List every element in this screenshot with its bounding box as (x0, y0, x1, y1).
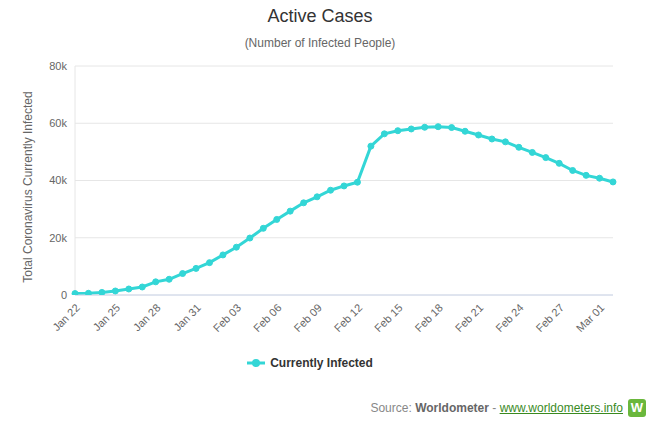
svg-text:Feb 27: Feb 27 (533, 301, 566, 334)
svg-text:Jan 22: Jan 22 (50, 301, 82, 333)
svg-text:Feb 09: Feb 09 (291, 301, 324, 334)
html-text:Active Cases: Active Cases (267, 6, 373, 26)
svg-text:Feb 18: Feb 18 (412, 301, 445, 334)
svg-text:Jan 31: Jan 31 (171, 301, 203, 333)
svg-text:Feb 15: Feb 15 (372, 301, 405, 334)
html-text:Source: Worldometer - www.worl: Source: Worldometer - www.worldometers.i… (370, 401, 623, 415)
svg-text:Feb 12: Feb 12 (332, 301, 365, 334)
svg-text:Mar 01: Mar 01 (574, 301, 607, 334)
html-text:Total Coronavirus Currently In: Total Coronavirus Currently Infected (21, 91, 35, 283)
html-text:Currently Infected: Currently Infected (270, 356, 373, 370)
svg-text:0: 0 (61, 289, 67, 301)
svg-text:Jan 28: Jan 28 (131, 301, 163, 333)
html-text:W: W (630, 400, 644, 415)
svg-text:60k: 60k (49, 117, 67, 129)
svg-text:80k: 80k (49, 60, 67, 72)
svg-text:Feb 21: Feb 21 (453, 301, 486, 334)
svg-text:40k: 40k (49, 174, 67, 186)
svg-text:Jan 25: Jan 25 (90, 301, 122, 333)
svg-text:Feb 06: Feb 06 (251, 301, 284, 334)
svg-text:Feb 03: Feb 03 (211, 301, 244, 334)
svg-text:Feb 24: Feb 24 (493, 301, 526, 334)
html-text:(Number of Infected People): (Number of Infected People) (244, 36, 396, 50)
svg-text:20k: 20k (49, 232, 67, 244)
